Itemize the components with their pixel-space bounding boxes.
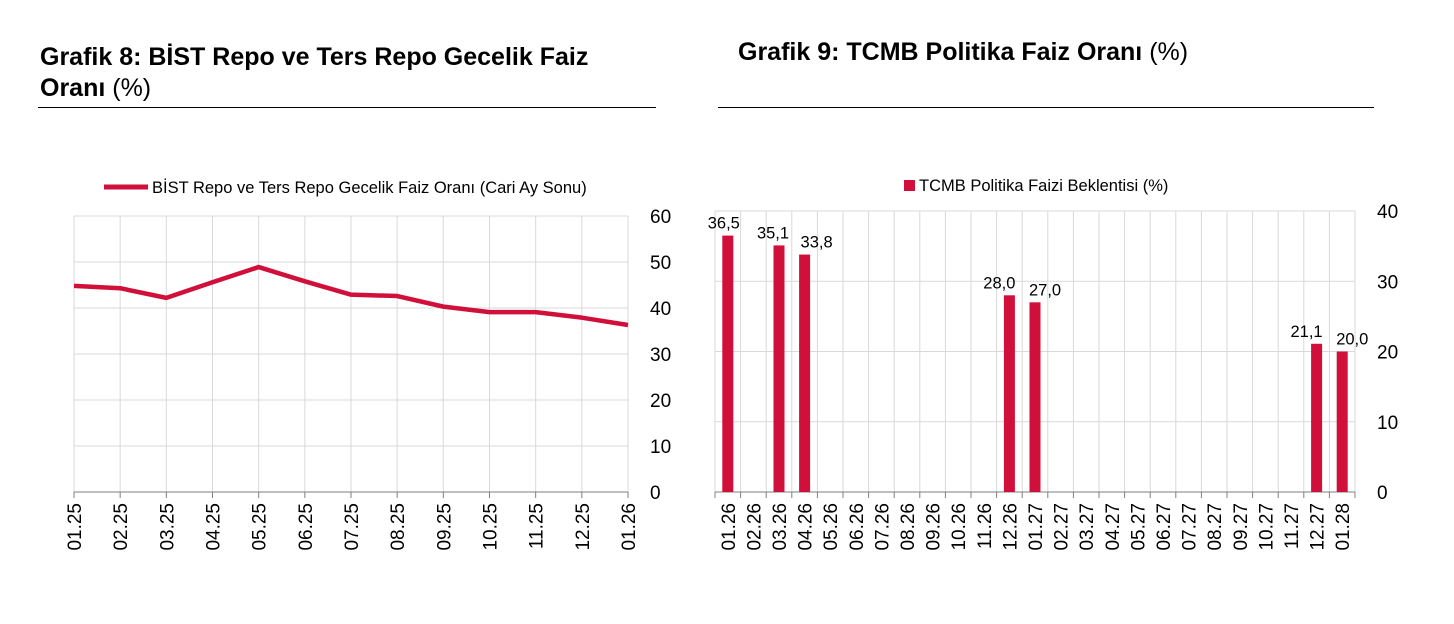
bar-x-tick-label: 09.27 <box>1231 503 1252 551</box>
bar-x-tick-label: 01.26 <box>719 503 740 551</box>
bar-y-tick-label: 10 <box>1377 413 1398 434</box>
bar-data-label: 36,5 <box>708 215 740 233</box>
line-x-tick-label: 02.25 <box>111 503 132 551</box>
bar-x-tick-label: 07.27 <box>1180 503 1201 551</box>
right-chart-title: Grafik 9: TCMB Politika Faiz Oranı (%) <box>738 37 1378 68</box>
bar-x-tick-label: 11.26 <box>975 503 996 549</box>
bar-x-tick-label: 05.26 <box>821 503 842 551</box>
bar-01.28 <box>1336 351 1348 492</box>
line-x-tick-label: 01.25 <box>65 503 86 551</box>
line-y-tick-label: 20 <box>650 391 671 412</box>
line-y-tick-label: 50 <box>650 253 671 274</box>
bar-01.26 <box>722 235 734 492</box>
line-x-tick-label: 08.25 <box>388 503 409 551</box>
bar-y-tick-label: 0 <box>1377 483 1388 504</box>
bar-04.26 <box>799 254 811 492</box>
bar-03.26 <box>773 245 785 492</box>
right-title-divider <box>718 107 1374 108</box>
bar-x-tick-label: 12.26 <box>1000 503 1021 551</box>
bar-x-tick-label: 08.27 <box>1205 503 1226 551</box>
left-title-divider <box>38 107 656 108</box>
bar-x-tick-label: 10.27 <box>1256 503 1277 551</box>
line-x-tick-label: 11.25 <box>527 503 548 549</box>
line-y-tick-label: 60 <box>650 207 671 228</box>
line-y-tick-label: 10 <box>650 437 671 458</box>
bar-data-label: 21,1 <box>1290 323 1322 341</box>
left-chart-title: Grafik 8: BİST Repo ve Ters Repo Gecelik… <box>40 42 680 104</box>
bar-x-tick-label: 12.27 <box>1308 503 1329 551</box>
bar-x-tick-label: 06.27 <box>1154 503 1175 551</box>
right-title-unit: (%) <box>1149 38 1189 66</box>
line-x-tick-label: 03.25 <box>157 503 178 551</box>
bar-x-tick-label: 11.27 <box>1282 503 1303 549</box>
bar-12.27 <box>1311 343 1323 492</box>
line-x-tick-label: 12.25 <box>573 503 594 551</box>
line-x-tick-label: 01.26 <box>619 503 640 551</box>
line-y-tick-label: 40 <box>650 299 671 320</box>
bar-x-tick-label: 07.26 <box>872 503 893 551</box>
line-y-tick-label: 0 <box>650 483 661 504</box>
line-x-tick-label: 09.25 <box>434 503 455 551</box>
line-x-tick-label: 10.25 <box>481 503 502 551</box>
left-title-line1: Grafik 8: BİST Repo ve Ters Repo Gecelik… <box>40 43 589 71</box>
bar-01.27 <box>1029 302 1041 492</box>
bar-data-label: 20,0 <box>1336 331 1368 349</box>
line-x-tick-label: 04.25 <box>204 503 225 551</box>
bar-12.26 <box>1003 295 1015 492</box>
bar-data-label: 33,8 <box>801 234 833 252</box>
bar-x-tick-label: 03.26 <box>770 503 791 551</box>
bar-y-tick-label: 30 <box>1377 272 1398 293</box>
line-x-tick-label: 05.25 <box>250 503 271 551</box>
bar-legend-label: TCMB Politika Faizi Beklentisi (%) <box>919 177 1168 195</box>
bar-x-tick-label: 04.26 <box>796 503 817 551</box>
bar-x-tick-label: 09.26 <box>924 503 945 551</box>
bar-x-tick-label: 03.27 <box>1077 503 1098 551</box>
bar-x-tick-label: 02.26 <box>744 503 765 551</box>
bar-x-tick-label: 04.27 <box>1103 503 1124 551</box>
bar-x-tick-label: 10.26 <box>949 503 970 551</box>
line-x-tick-label: 07.25 <box>342 503 363 551</box>
bar-x-tick-label: 05.27 <box>1128 503 1149 551</box>
bar-data-label: 27,0 <box>1029 281 1061 299</box>
bar-x-tick-label: 01.28 <box>1333 503 1354 551</box>
left-title-unit: (%) <box>112 74 152 102</box>
bar-legend-swatch <box>904 180 915 191</box>
line-x-tick-label: 06.25 <box>296 503 317 551</box>
bar-data-label: 35,1 <box>757 224 789 242</box>
bar-y-tick-label: 40 <box>1377 202 1398 223</box>
line-y-tick-label: 30 <box>650 345 671 366</box>
bar-x-tick-label: 08.26 <box>898 503 919 551</box>
right-title-text: Grafik 9: TCMB Politika Faiz Oranı <box>738 38 1143 66</box>
bar-x-tick-label: 01.27 <box>1026 503 1047 551</box>
bar-x-tick-label: 06.26 <box>847 503 868 551</box>
bar-y-tick-label: 20 <box>1377 343 1398 364</box>
left-title-line2: Oranı <box>40 74 106 102</box>
bar-x-tick-label: 02.27 <box>1052 503 1073 551</box>
bar-data-label: 28,0 <box>983 274 1015 292</box>
line-legend-label: BİST Repo ve Ters Repo Gecelik Faiz Oran… <box>152 178 587 197</box>
